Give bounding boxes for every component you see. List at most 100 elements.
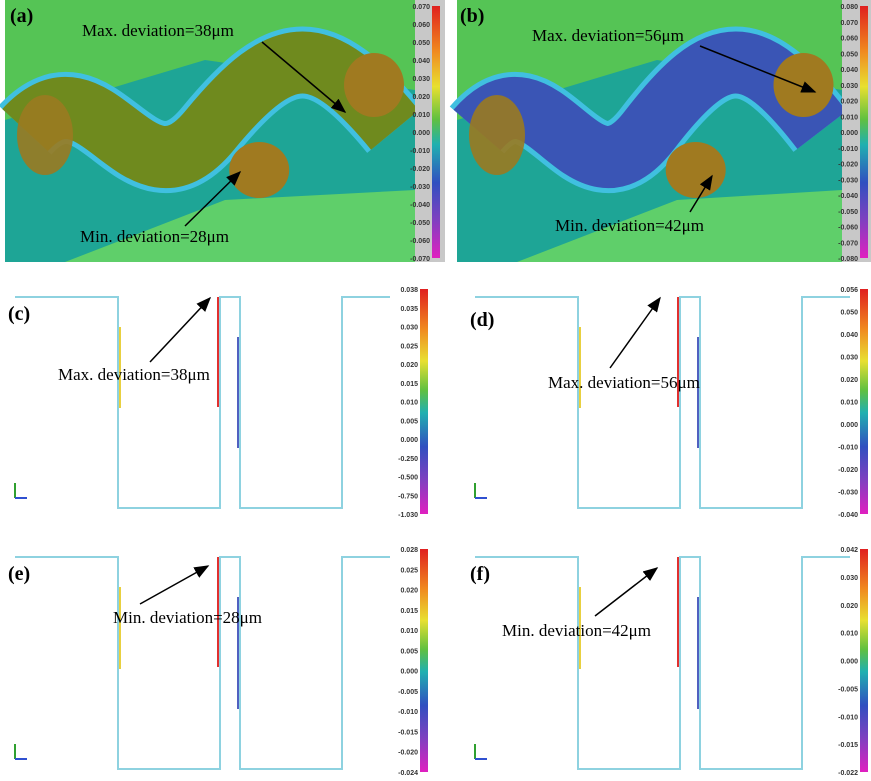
scale-label: 0.040: [840, 332, 858, 339]
scale-label: -0.010: [838, 445, 858, 452]
panel: 0.0560.0500.0400.0300.0200.0100.000-0.01…: [470, 287, 868, 519]
scale-label: 0.030: [840, 355, 858, 362]
color-bar: [420, 549, 428, 772]
scale-label: 0.056: [840, 287, 858, 294]
section-profile: [475, 297, 850, 508]
probe-area: [344, 53, 404, 117]
scale-label: 0.020: [840, 603, 858, 610]
scale-label: 0.060: [412, 22, 430, 29]
scale-label: -0.080: [838, 256, 858, 263]
scale-label: 0.035: [400, 306, 418, 313]
scale-label: 0.050: [840, 51, 858, 58]
scale-label: -0.030: [838, 177, 858, 184]
probe-area: [17, 95, 73, 175]
scale-label: -0.500: [398, 475, 418, 482]
annotation: Max. deviation=38μm: [82, 21, 234, 40]
panel-label: (d): [470, 309, 494, 331]
annotation: Min. deviation=42μm: [502, 621, 651, 640]
scale-label: -0.040: [838, 193, 858, 200]
scale-label: 0.000: [400, 669, 418, 676]
scale-label: 0.025: [400, 567, 418, 574]
scale-label: -0.005: [838, 686, 858, 693]
panel-label: (e): [8, 563, 30, 585]
panel: 0.0800.0700.0600.0500.0400.0300.0200.010…: [457, 0, 871, 263]
scale-label: 0.010: [400, 628, 418, 635]
scale-label: 0.005: [400, 418, 418, 425]
color-bar: [860, 549, 868, 772]
scale-label: 0.015: [400, 381, 418, 388]
scale-label: -0.040: [838, 512, 858, 519]
scale-label: -0.010: [398, 709, 418, 716]
scale-label: -0.050: [410, 220, 430, 227]
scale-label: 0.000: [840, 130, 858, 137]
annotation: Max. deviation=56μm: [532, 26, 684, 45]
section-profile: [15, 297, 390, 508]
scale-label: -0.070: [410, 256, 430, 263]
scale-label: 0.042: [840, 547, 858, 554]
scale-label: -0.020: [838, 467, 858, 474]
scale-label: -0.060: [838, 225, 858, 232]
scale-label: -0.010: [838, 146, 858, 153]
panel: 0.0420.0300.0200.0100.000-0.005-0.010-0.…: [470, 547, 868, 777]
scale-label: 0.020: [840, 99, 858, 106]
scale-label: -0.750: [398, 493, 418, 500]
figure: 0.070 0.060 0.050 0.040 0.030 0.020 0.010 0.000…: [0, 0, 871, 781]
scale-label: -0.070: [838, 240, 858, 247]
arrow: [150, 298, 210, 362]
scale-label: -0.015: [398, 729, 418, 736]
scale-label: -0.250: [398, 456, 418, 463]
section-profile: [15, 557, 390, 769]
scale-label: 0.050: [840, 310, 858, 317]
scale-label: -0.024: [398, 770, 418, 777]
scale-label: -0.020: [410, 166, 430, 173]
scale-label: 0.010: [400, 400, 418, 407]
panel-label: (f): [470, 563, 490, 585]
scale-label: 0.070: [840, 20, 858, 27]
scale-label: -1.030: [398, 512, 418, 519]
scale-label: 0.020: [412, 94, 430, 101]
scale-label: 0.010: [840, 631, 858, 638]
scale-label: -0.060: [410, 238, 430, 245]
scale-label: -0.050: [838, 209, 858, 216]
scale-label: 0.010: [840, 400, 858, 407]
scale-label: -0.020: [838, 162, 858, 169]
scale-label: 0.000: [400, 437, 418, 444]
panel-label: (a): [10, 5, 33, 27]
panel: 0.0700.0600.0500.0400.0300.0200.0100.000…: [5, 0, 445, 263]
scale-label: 0.010: [412, 112, 430, 119]
scale-label: 0.030: [840, 575, 858, 582]
annotation: Max. deviation=56μm: [548, 373, 700, 392]
probe-area: [774, 53, 834, 117]
annotation: Min. deviation=42μm: [555, 216, 704, 235]
scale-label: 0.030: [840, 83, 858, 90]
color-bar: [420, 289, 428, 514]
annotation: Max. deviation=38μm: [58, 365, 210, 384]
arrow: [595, 568, 657, 616]
arrow: [140, 566, 208, 604]
scale-label: 0.025: [400, 343, 418, 350]
scale-label: 0.040: [840, 67, 858, 74]
probe-area: [229, 142, 289, 198]
scale-label: 0.038: [400, 287, 418, 294]
scale-label: 0.030: [412, 76, 430, 83]
scale-label: 0.020: [400, 588, 418, 595]
scale-label: 0.080: [840, 4, 858, 11]
scale-label: 0.015: [400, 608, 418, 615]
scale-label: 0.005: [400, 648, 418, 655]
scale-label: 0.000: [412, 130, 430, 137]
scale-label: 0.070: [412, 4, 430, 11]
scale-label: 0.000: [840, 422, 858, 429]
panel-label: (b): [460, 5, 484, 27]
arrow: [610, 298, 660, 368]
color-bar: [860, 289, 868, 514]
scale-label: 0.000: [840, 659, 858, 666]
scale-label: -0.022: [838, 770, 858, 777]
scale-label: 0.020: [400, 362, 418, 369]
probe-area: [469, 95, 525, 175]
scale-label: 0.028: [400, 547, 418, 554]
panel: 0.0280.0250.0200.0150.0100.0050.000-0.00…: [8, 547, 428, 777]
color-bar: [432, 6, 440, 258]
scale-label: -0.040: [410, 202, 430, 209]
color-bar: [860, 6, 868, 258]
annotation: Min. deviation=28μm: [113, 608, 262, 627]
